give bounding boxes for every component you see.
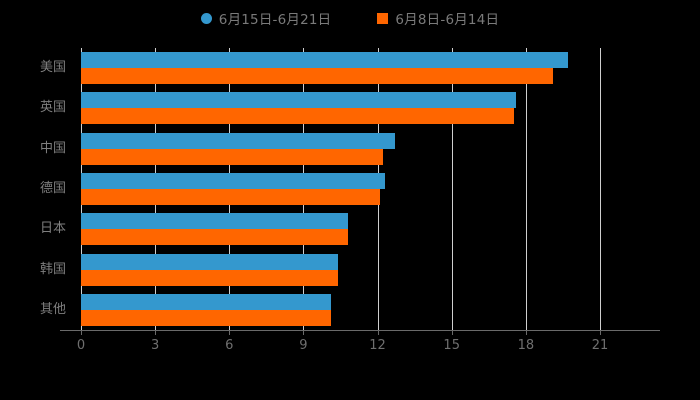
- gridline-x-18: [525, 48, 527, 330]
- bar-group: [81, 213, 600, 246]
- legend-item-1[interactable]: 6月8日-6月14日: [377, 8, 499, 28]
- y-axis-category-label: 英国: [39, 100, 66, 116]
- gridline-x-15: [451, 48, 453, 330]
- y-axis-category-label: 美国: [39, 60, 66, 76]
- gridline-x-21: [600, 48, 601, 330]
- x-axis-line: [60, 330, 660, 331]
- y-axis-category-label: 韩国: [39, 261, 66, 277]
- legend-label: 6月15日-6月21日: [218, 12, 332, 28]
- x-tick-label: 18: [517, 338, 535, 353]
- x-tick-label: 12: [369, 338, 386, 353]
- bar-group: [81, 173, 600, 205]
- bar-group: [81, 253, 600, 286]
- legend-swatch-square-icon: [377, 12, 389, 24]
- x-tick-label: 9: [299, 338, 308, 353]
- legend-item-0[interactable]: 6月15日-6月21日: [200, 8, 332, 28]
- bar-current-period[interactable]: [81, 132, 395, 149]
- bar-previous-period[interactable]: [81, 68, 554, 85]
- bar-current-period[interactable]: [81, 293, 331, 310]
- bar-previous-period[interactable]: [81, 148, 383, 165]
- x-tick-label: 15: [443, 338, 460, 353]
- bar-current-period[interactable]: [81, 92, 516, 109]
- x-tick-label: 3: [151, 338, 160, 353]
- x-tick-mark-6: [229, 330, 231, 335]
- x-tick-mark-12: [377, 330, 379, 335]
- bar-current-period[interactable]: [81, 173, 385, 189]
- bar-previous-period[interactable]: [81, 309, 331, 326]
- x-tick-label: 6: [225, 338, 234, 353]
- x-tick-mark-15: [451, 330, 453, 335]
- y-axis-category-label: 中国: [39, 140, 66, 156]
- bar-current-period[interactable]: [81, 253, 339, 270]
- x-tick-label: 21: [591, 338, 609, 353]
- x-tick-mark-21: [600, 330, 601, 335]
- bar-current-period[interactable]: [81, 52, 568, 69]
- x-tick-mark-9: [303, 330, 305, 335]
- bar-group: [81, 92, 600, 125]
- legend-label: 6月8日-6月14日: [395, 12, 500, 28]
- bar-current-period[interactable]: [81, 213, 348, 230]
- bar-previous-period[interactable]: [81, 189, 381, 205]
- y-axis-category-label: 其他: [39, 301, 66, 317]
- x-tick-label: 0: [76, 338, 86, 353]
- x-tick-mark-18: [525, 330, 527, 335]
- bar-group: [81, 132, 600, 165]
- y-axis-category-label: 日本: [39, 221, 66, 237]
- bar-group: [81, 293, 600, 326]
- plot-area: [60, 48, 660, 331]
- y-axis-category-label: 德国: [39, 181, 66, 196]
- bar-previous-period[interactable]: [81, 108, 514, 125]
- legend-swatch-circle-icon: [200, 12, 212, 24]
- bar-previous-period[interactable]: [81, 229, 348, 246]
- x-tick-mark-3: [155, 330, 157, 335]
- chart-legend: 6月15日-6月21日 6月8日-6月14日: [0, 8, 700, 28]
- x-tick-mark-0: [81, 330, 82, 335]
- bar-previous-period[interactable]: [81, 269, 339, 286]
- bar-group: [81, 52, 600, 85]
